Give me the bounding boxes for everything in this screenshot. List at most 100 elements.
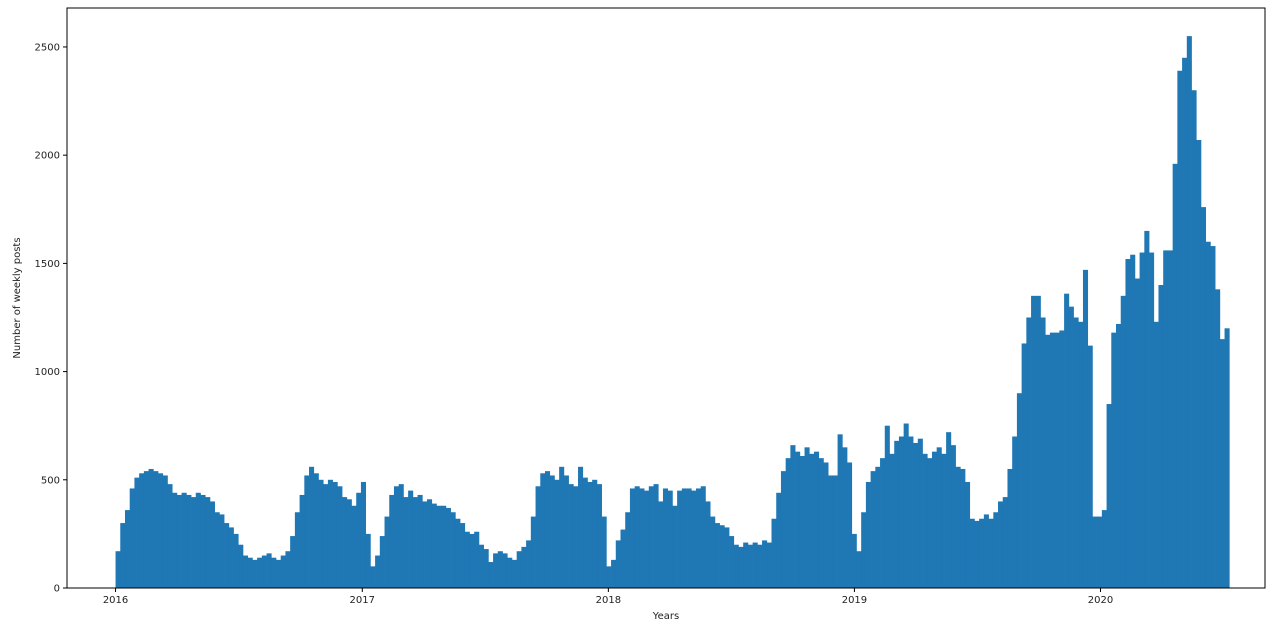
bar bbox=[922, 453, 928, 588]
bar bbox=[884, 425, 890, 588]
bar bbox=[946, 432, 952, 588]
bar bbox=[865, 481, 871, 588]
bar bbox=[861, 512, 867, 588]
bar bbox=[483, 549, 489, 588]
bar bbox=[455, 518, 461, 588]
bar bbox=[998, 501, 1004, 588]
bar bbox=[124, 510, 131, 588]
bar bbox=[601, 516, 607, 588]
bar bbox=[842, 447, 848, 588]
bar bbox=[832, 475, 838, 588]
bar bbox=[625, 512, 631, 588]
bar bbox=[511, 559, 518, 588]
bar bbox=[417, 494, 423, 588]
bar bbox=[535, 486, 541, 588]
bar bbox=[714, 523, 720, 588]
bar bbox=[191, 497, 197, 588]
bar bbox=[941, 453, 947, 588]
bar bbox=[776, 492, 782, 588]
bar bbox=[1210, 246, 1216, 588]
bar bbox=[644, 490, 650, 588]
bar bbox=[700, 486, 706, 588]
bar bbox=[596, 484, 602, 588]
bar bbox=[1153, 321, 1159, 588]
bar bbox=[1002, 497, 1008, 588]
bar bbox=[1200, 207, 1207, 588]
bar bbox=[1031, 295, 1037, 588]
bar bbox=[540, 473, 546, 588]
bar bbox=[271, 557, 277, 588]
bar bbox=[228, 527, 234, 588]
bar bbox=[677, 490, 683, 588]
bar bbox=[356, 492, 362, 588]
bar bbox=[379, 536, 385, 588]
bar bbox=[526, 540, 532, 588]
bar bbox=[544, 471, 551, 588]
bar bbox=[323, 484, 329, 588]
bar bbox=[436, 505, 442, 588]
bar bbox=[752, 542, 758, 588]
bar bbox=[1097, 516, 1103, 588]
bar bbox=[889, 453, 895, 588]
bar bbox=[983, 514, 989, 588]
bar bbox=[927, 458, 933, 588]
bar bbox=[346, 499, 352, 588]
bar bbox=[478, 544, 484, 588]
bar bbox=[1177, 70, 1183, 588]
bar bbox=[790, 445, 796, 588]
bar bbox=[809, 453, 815, 588]
bar bbox=[894, 440, 900, 588]
bar bbox=[214, 512, 220, 588]
bar bbox=[696, 488, 702, 588]
bar bbox=[469, 533, 475, 588]
bar bbox=[153, 471, 159, 588]
bar bbox=[686, 488, 692, 588]
bar bbox=[733, 544, 739, 588]
bar bbox=[1224, 328, 1230, 588]
bar bbox=[1130, 254, 1136, 588]
bar bbox=[337, 486, 343, 588]
bar bbox=[290, 536, 296, 588]
bar bbox=[875, 466, 881, 588]
bar bbox=[847, 462, 853, 588]
bar bbox=[162, 475, 168, 588]
bar bbox=[629, 488, 635, 588]
y-tick-label: 0 bbox=[54, 584, 60, 595]
bar bbox=[360, 481, 367, 588]
bar bbox=[1186, 36, 1192, 588]
y-axis-label: Number of weekly posts bbox=[12, 237, 23, 358]
bar bbox=[172, 492, 178, 588]
bar bbox=[412, 497, 418, 588]
bar bbox=[1196, 140, 1202, 588]
bar bbox=[450, 512, 456, 588]
bar bbox=[427, 499, 433, 588]
bar bbox=[568, 484, 574, 588]
bar bbox=[1120, 295, 1126, 588]
bar bbox=[1167, 250, 1173, 588]
bar bbox=[913, 443, 919, 588]
bar bbox=[384, 516, 390, 588]
bar bbox=[176, 494, 182, 588]
bar bbox=[979, 518, 985, 588]
bar bbox=[167, 484, 173, 588]
bar bbox=[238, 544, 244, 588]
bar bbox=[856, 551, 862, 588]
bar bbox=[1191, 90, 1197, 589]
y-tick-label: 2500 bbox=[35, 42, 60, 53]
bar bbox=[1134, 278, 1140, 588]
bar bbox=[1026, 317, 1032, 588]
bars-group bbox=[115, 36, 1230, 589]
bar bbox=[1182, 57, 1188, 588]
bar bbox=[1149, 252, 1155, 589]
bar bbox=[393, 486, 400, 588]
bar bbox=[186, 494, 192, 588]
bar bbox=[1215, 289, 1221, 588]
y-tick-label: 500 bbox=[41, 475, 60, 486]
bar bbox=[1163, 250, 1169, 588]
bar bbox=[422, 501, 428, 588]
bar bbox=[1021, 343, 1027, 588]
bar bbox=[639, 488, 645, 588]
bar bbox=[474, 531, 480, 588]
bar bbox=[507, 557, 513, 588]
bar bbox=[691, 490, 697, 588]
